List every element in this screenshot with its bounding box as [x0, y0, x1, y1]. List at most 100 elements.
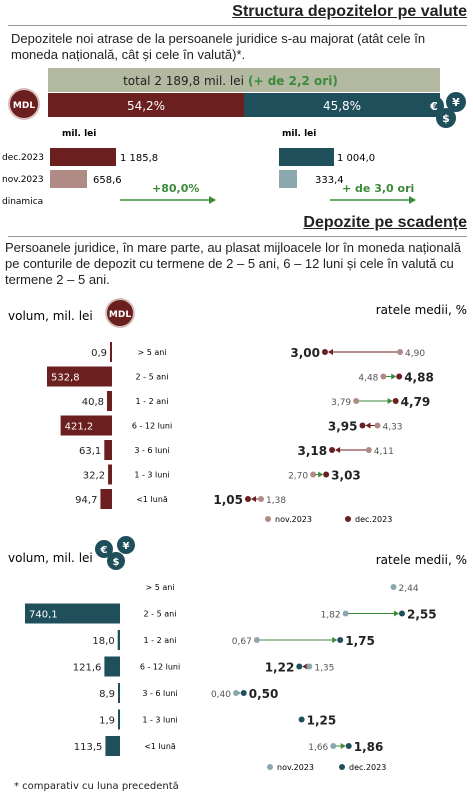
title-rule [8, 25, 467, 26]
mdl-volume-label: 421,2 [65, 422, 94, 433]
fx-rate-nov-label: 2,44 [399, 584, 419, 594]
mdl-volume-label: 63,1 [79, 446, 101, 457]
mdl-dynamics-arrowhead [209, 196, 216, 204]
mdl-rate-nov-marker [397, 349, 403, 355]
fx-volume-bar [118, 683, 120, 703]
mdl-category-label: 6 - 12 luni [132, 422, 172, 431]
mdl-rate-dec-label: 3,95 [328, 420, 358, 434]
fx-volume-bar [117, 630, 120, 650]
fx-rate-change-arrowhead [302, 663, 308, 670]
svg-text:$: $ [113, 557, 120, 568]
fx-rate-title: ratele medii, % [376, 553, 467, 567]
fx-category-label: <1 lună [144, 742, 176, 751]
svg-text:€: € [100, 545, 108, 556]
fx-rate-nov-label: 0,40 [211, 690, 231, 700]
mdl-category-label: > 5 ani [137, 348, 166, 357]
fx-category-label: > 5 ani [145, 583, 174, 592]
mdl-rate-nov-marker [258, 496, 265, 502]
dynamics-label: dinamica [2, 197, 43, 207]
row-label-dec: dec.2023 [2, 153, 44, 163]
mdl-rate-change-arrowhead [391, 373, 397, 380]
row-label-nov: nov.2023 [2, 175, 44, 185]
mdl-volume-bar [100, 489, 112, 509]
fx-rate-nov-marker [253, 637, 260, 643]
mdl-rate-dec-marker [396, 373, 403, 380]
mdl-rate-change-arrowhead [335, 447, 341, 453]
mdl-rate-dec-marker [244, 496, 251, 502]
fx-rate-dec-label: 1,75 [345, 634, 375, 648]
mdl-rate-dec-label: 3,00 [290, 346, 320, 360]
mdl-rate-nov-marker [365, 447, 372, 453]
unit-fx: mil. lei [282, 129, 316, 139]
mdl-rate-change-arrowhead [365, 422, 371, 429]
mdl-share-bar [48, 93, 244, 117]
fx-volume-bar [25, 603, 120, 624]
mdl-rate-nov-label: 1,38 [266, 496, 286, 506]
mdl-rate-dec-label: 4,88 [404, 371, 434, 385]
mdl-rate-change-arrowhead [250, 496, 256, 502]
mdl-rate-nov-marker [310, 471, 317, 478]
mdl-volume-label: 532,8 [51, 373, 80, 384]
svg-text:MDL: MDL [109, 310, 131, 320]
fx-rate-change-arrowhead [394, 610, 399, 617]
fx-dynamics: + de 3,0 ori [342, 182, 414, 195]
mdl-volume-label: 40,8 [82, 397, 104, 408]
fx-volume-label: 121,6 [73, 663, 102, 674]
fx-rate-dec-label: 1,25 [307, 714, 337, 728]
mdl-bar-dec [50, 148, 116, 166]
fx-rate-dec-marker [240, 690, 247, 696]
footnote: * comparativ cu luna precedentă [14, 781, 179, 792]
fx-bar-dec [279, 148, 334, 166]
mdl-rate-change-arrowhead [387, 398, 393, 404]
fx-value-dec: 1 004,0 [337, 153, 375, 164]
mdl-rate-dec-label: 4,79 [401, 395, 431, 409]
mdl-rate-change-arrowhead [318, 471, 324, 478]
mdl-legend-nov: nov.2023 [275, 515, 312, 524]
fx-volume-label: 740,1 [29, 610, 58, 621]
mdl-rate-dec-marker [359, 422, 366, 429]
fx-rate-nov-marker [233, 690, 239, 696]
fx-rate-dec-label: 0,50 [249, 687, 279, 701]
mdl-rate-title: ratele medii, % [376, 303, 467, 317]
mdl-category-label: 1 - 3 luni [134, 471, 169, 480]
mdl-share-label: 54,2% [127, 99, 165, 113]
mdl-volume-bar [104, 440, 112, 460]
total-label: total 2 189,8 mil. lei [123, 74, 244, 88]
total-change: (+ de 2,2 ori) [248, 74, 338, 88]
svg-text:$: $ [442, 112, 450, 125]
mdl-category-label: <1 lună [136, 495, 168, 504]
unit-mdl: mil. lei [62, 129, 96, 139]
mdl-rate-change-arrowhead [327, 349, 333, 355]
fx-rate-dec-label: 2,55 [407, 608, 437, 622]
mdl-volume-bar [108, 464, 112, 485]
fx-rate-nov-marker [342, 610, 349, 617]
mdl-legend: nov.2023 dec.2023 [265, 515, 392, 524]
fx-category-label: 6 - 12 luni [140, 663, 180, 672]
maturity-title-rule [8, 236, 467, 237]
mdl-volume-bar [107, 391, 112, 411]
fx-rate-nov-label: 1,66 [308, 743, 328, 753]
mdl-rate-nov-label: 4,90 [405, 349, 425, 359]
fx-rate-nov-label: 1,82 [321, 611, 341, 621]
mdl-volume-title: volum, mil. lei [8, 309, 93, 323]
mdl-rate-dec-label: 1,05 [213, 493, 243, 507]
mdl-rate-nov-marker [353, 398, 360, 404]
mdl-rate-nov-marker [380, 373, 387, 380]
svg-text:MDL: MDL [13, 101, 35, 111]
mdl-rate-nov-label: 3,79 [331, 398, 351, 408]
fx-rate-dec-marker [298, 716, 305, 723]
mdl-rate-dec-label: 3,18 [297, 444, 327, 458]
fx-rate-dec-label: 1,22 [265, 661, 295, 675]
mdl-chart-icon: MDL [105, 298, 135, 328]
fx-rate-nov-label: 0,67 [232, 637, 252, 647]
fx-volume-label: 18,0 [92, 636, 114, 647]
mdl-volume-bar [60, 415, 112, 436]
fx-volume-bar [104, 656, 120, 677]
fx-category-label: 1 - 3 luni [142, 716, 177, 725]
mdl-category-label: 2 - 5 ani [136, 373, 169, 382]
fx-rate-dec-marker [337, 637, 344, 643]
currency-structure-chart: total 2 189,8 mil. lei (+ de 2,2 ori) 54… [2, 68, 466, 207]
fx-chart-icon: € ¥ $ [95, 536, 135, 570]
mdl-rate-dec-label: 3,03 [331, 469, 361, 483]
fx-category-label: 1 - 2 ani [144, 636, 177, 645]
